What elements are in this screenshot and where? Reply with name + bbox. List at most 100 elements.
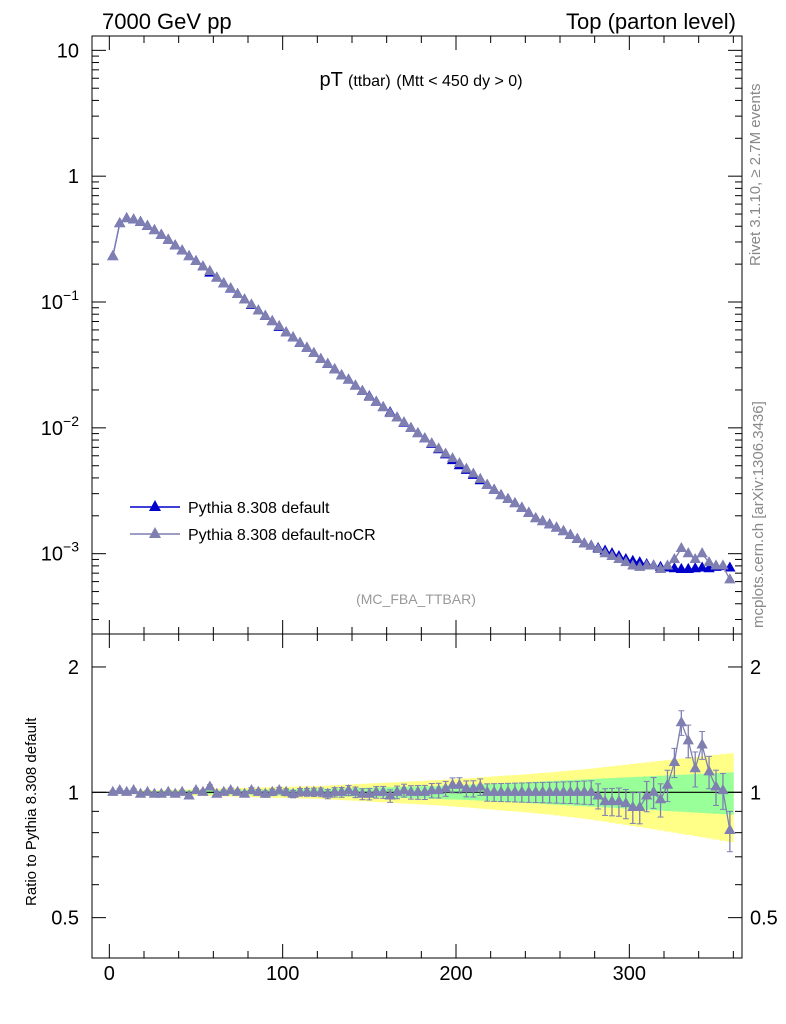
ratio-series-point [703,765,715,776]
ratio-series-point [127,784,140,795]
series-nocr-point [287,331,299,342]
band-inner [726,772,734,815]
series-nocr-point [141,219,154,230]
band-inner [691,774,700,813]
series-nocr-point [211,271,223,282]
legend-label-nocr: Pythia 8.308 default-noCR [188,527,376,544]
header-right: Top (parton level) [566,9,736,34]
series-nocr-point [481,478,493,489]
series-nocr-point [121,212,133,223]
series-nocr-point [294,336,306,347]
legend-label-default: Pythia 8.308 default [188,500,330,517]
ratio-series-point [641,789,653,800]
series-nocr-point [509,497,521,508]
main-frame [91,35,743,635]
ratio-series-point [204,780,216,791]
series-nocr-point [668,552,681,564]
ratio-series-point [252,785,265,796]
series-nocr-point [502,492,514,503]
plot-title-rest: (Mtt < 450 dy > 0) [396,73,522,90]
series-nocr-point [204,264,216,276]
series-nocr-point [127,213,140,224]
ratio-series-point [439,782,452,793]
series-nocr-point [169,239,181,250]
series-nocr-point [308,346,320,358]
series-nocr-point [419,432,431,443]
series-nocr-point [377,401,389,412]
band-inner [684,774,693,813]
series-nocr-point [162,233,174,244]
ratio-series-point [717,784,729,795]
ratio-y-tick-label: 2 [68,657,79,679]
series-nocr-point [620,556,632,567]
ratio-series-point [280,785,292,796]
legend: Pythia 8.308 default Pythia 8.308 defaul… [130,500,376,544]
legend-item-nocr: Pythia 8.308 default-noCR [130,527,376,544]
series-nocr-point [155,228,167,239]
ratio-series-point [183,789,195,800]
y-tick-label: 10 [57,40,79,62]
y-tick-label: 10−2 [41,413,79,440]
ratio-series-point [724,823,736,834]
series-nocr-point [488,483,500,494]
plot-title-main: pT [319,69,342,91]
series-nocr-point [176,244,188,255]
y-tick-label: 10−1 [41,287,79,314]
ratio-y-tick-label: 1 [68,782,79,804]
y-tick-label: 1 [68,166,79,188]
ratio-series-point [238,787,251,798]
ratio-series-point [231,785,244,796]
series-nocr-point [252,304,265,315]
ratio-series-point [342,784,355,795]
ratio-y-tick-label-right: 1 [750,782,761,804]
ratio-series-point [654,793,667,804]
ratio-series-point [634,800,646,811]
x-tick-label: 200 [439,963,472,985]
ratio-series-point [613,795,625,806]
series-nocr-point [599,547,611,558]
series-nocr-point [592,542,604,554]
series-nocr-point [356,384,369,395]
ratio-series-point [696,738,708,749]
series-nocr-point [398,416,410,427]
series-nocr-point [391,411,403,422]
series-nocr-point [335,369,348,380]
series-nocr-point [266,315,278,326]
x-tick-label: 100 [266,963,299,985]
ratio-series-point [384,789,396,800]
series-nocr-point [647,559,660,570]
series-nocr-point [148,224,161,235]
series-nocr-point [543,518,556,529]
series-nocr-point [523,506,535,517]
ratio-series-point [620,796,632,808]
ratio-series-point [689,762,701,773]
ratio-y-tick-label-right: 0.5 [750,908,778,930]
series-nocr-point [426,437,438,448]
series-nocr-point [433,442,445,453]
analysis-tag: (MC_FBA_TTBAR) [356,591,476,607]
main-panel: 10 1 10−1 10−2 10−3 [41,35,743,635]
series-nocr-point [280,326,292,337]
series-nocr-point [627,559,639,570]
series-nocr-point [661,559,674,570]
series-nocr-point [405,421,417,432]
series-nocr-point [322,357,334,368]
ratio-series-point [647,785,660,796]
band-inner [670,775,679,812]
ratio-series-point [114,784,126,795]
series-nocr-point [675,541,687,553]
legend-item-default: Pythia 8.308 default [130,500,330,517]
x-tick-label: 300 [613,963,646,985]
ratio-series-point [349,785,362,796]
series-nocr-point [550,521,563,532]
series-nocr-point [107,249,119,261]
series-nocr-point [134,215,147,226]
ratio-y-tick-label-right: 2 [750,657,761,679]
series-nocr-point [231,287,244,298]
series-nocr-point [370,395,382,406]
ratio-series-point [273,784,285,795]
series-nocr-point [384,407,396,418]
series-nocr-point [446,452,459,463]
series-nocr-point [363,390,375,401]
